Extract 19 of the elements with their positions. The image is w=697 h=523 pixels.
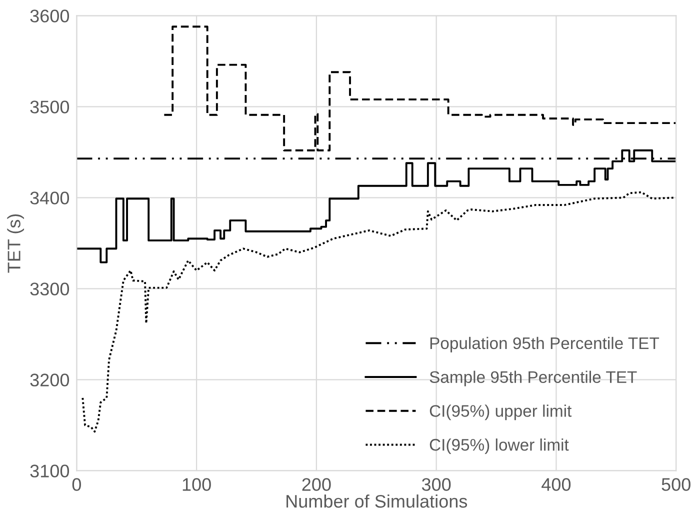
y-tick-label: 3200 [30,374,70,386]
y-tick-label: 3400 [30,192,70,204]
y-axis-title: TET (s) [7,214,24,273]
y-tick-label: 3600 [30,10,70,22]
legend-label: CI(95%) upper limit [430,404,572,420]
legend-label: Sample 95th Percentile TET [430,370,637,386]
x-tick-label: 400 [542,478,571,491]
x-tick-label: 300 [422,478,451,491]
line-series [82,191,675,433]
x-axis-title: Number of Simulations [286,494,468,508]
x-tick-label: 200 [302,478,331,491]
x-tick-label: 0 [72,478,81,491]
y-tick-label: 3100 [30,464,70,478]
legend-label: CI(95%) lower limit [430,438,569,454]
y-tick-label: 3500 [30,100,70,114]
y-tick-label: 3300 [30,282,70,296]
x-tick-label: 500 [662,478,690,491]
legend-label: Population 95th Percentile TET [430,336,660,352]
x-tick-label: 100 [182,478,211,491]
